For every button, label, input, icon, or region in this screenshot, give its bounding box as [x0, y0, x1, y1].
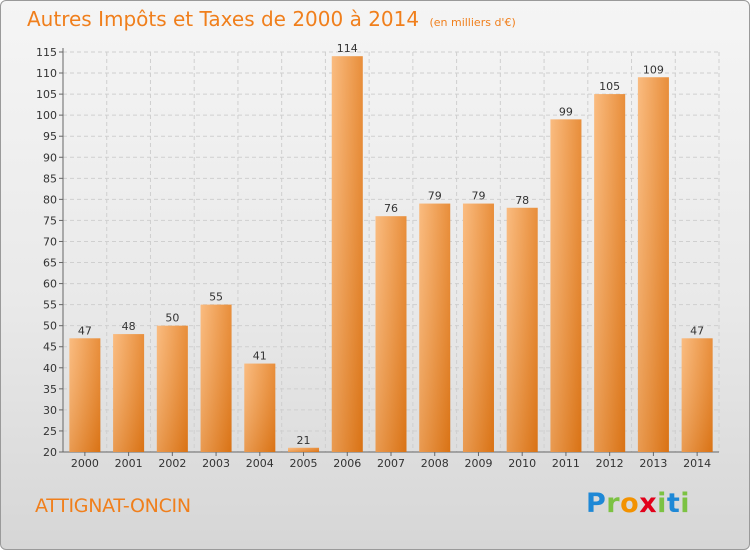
x-tick-label: 2007 [377, 457, 405, 470]
x-tick-label: 2004 [246, 457, 274, 470]
data-label: 47 [78, 324, 92, 337]
logo-letter: P [586, 488, 607, 519]
x-tick-labels: 2000 2001 2002 2003 2004 2005 2006 2007 2008 2009… [71, 457, 711, 470]
bar-shade [506, 207, 538, 452]
y-tick-label: 95 [43, 130, 57, 143]
data-label: 78 [515, 194, 529, 207]
bar-shade [419, 203, 451, 452]
bar-shade [244, 363, 276, 452]
x-tick-label: 2010 [508, 457, 536, 470]
logo-letter: x [639, 488, 658, 519]
y-tick-label: 45 [43, 341, 57, 354]
bar-shade [462, 203, 494, 452]
y-tick-label: 50 [43, 320, 57, 333]
x-tick-label: 2011 [552, 457, 580, 470]
proxiti-logo: Proxiti [586, 488, 690, 519]
bar-shade [113, 334, 145, 452]
data-label: 99 [559, 105, 573, 118]
bar-shade [550, 119, 582, 453]
y-tick-label: 30 [43, 404, 57, 417]
bar-shade [156, 325, 188, 452]
chart-title: Autres Impôts et Taxes de 2000 à 2014 (e… [27, 7, 516, 31]
logo-letter: t [666, 488, 681, 519]
chart-subtitle: (en milliers d'€) [429, 16, 516, 29]
y-tick-label: 75 [43, 214, 57, 227]
x-tick-label: 2009 [464, 457, 492, 470]
data-label: 55 [209, 291, 223, 304]
x-tick-label: 2012 [596, 457, 624, 470]
data-label: 47 [690, 324, 704, 337]
x-tick-label: 2005 [290, 457, 318, 470]
x-tick-label: 2013 [639, 457, 667, 470]
x-tick-label: 2008 [421, 457, 449, 470]
x-tick-label: 2000 [71, 457, 99, 470]
y-tick-label: 110 [36, 67, 57, 80]
y-tick-label: 70 [43, 235, 57, 248]
y-tick-label: 90 [43, 151, 57, 164]
y-tick-label: 80 [43, 193, 57, 206]
y-tick-label: 40 [43, 362, 57, 375]
data-label: 114 [337, 42, 358, 55]
y-tick-label: 100 [36, 109, 57, 122]
bar-shade [637, 77, 669, 453]
x-tick-label: 2002 [158, 457, 186, 470]
y-tick-label: 25 [43, 425, 57, 438]
y-tick-label: 105 [36, 88, 57, 101]
logo-letter: i [657, 488, 667, 519]
bar-shade [288, 447, 320, 452]
y-tick-label: 55 [43, 299, 57, 312]
logo-letter: r [606, 488, 621, 519]
x-tick-label: 2006 [333, 457, 361, 470]
data-label: 105 [599, 80, 620, 93]
y-tick-label: 35 [43, 383, 57, 396]
x-tick-label: 2001 [115, 457, 143, 470]
data-label: 21 [297, 434, 311, 447]
y-tick-labels: 20 25 30 35 40 45 50 55 60 65 70 75 80 85 90 95 100 105 11… [36, 46, 57, 459]
data-label: 76 [384, 202, 398, 215]
bar-shade [69, 338, 101, 452]
y-tick-label: 85 [43, 172, 57, 185]
data-label: 41 [253, 350, 267, 363]
x-tick-label: 2014 [683, 457, 711, 470]
data-label: 50 [165, 312, 179, 325]
bar-shade [375, 216, 407, 452]
y-tick-label: 60 [43, 278, 57, 291]
data-label: 79 [471, 190, 485, 203]
bars [69, 56, 713, 453]
y-tick-label: 20 [43, 446, 57, 459]
bar-shade [331, 56, 363, 453]
y-tick-label: 65 [43, 257, 57, 270]
bar-shade [200, 304, 232, 452]
data-label: 109 [643, 63, 664, 76]
logo-letter: i [680, 488, 691, 519]
bar-shade [594, 94, 626, 453]
data-label: 48 [122, 320, 136, 333]
bar-shade [681, 338, 713, 452]
data-label: 79 [428, 190, 442, 203]
town-name: ATTIGNAT-ONCIN [35, 495, 191, 517]
y-tick-label: 115 [36, 46, 57, 59]
x-tick-label: 2003 [202, 457, 230, 470]
data-labels: 47 48 50 55 41 21 114 76 79 79 78 99 105 109 47 [78, 42, 704, 447]
logo-letter: o [620, 488, 640, 519]
